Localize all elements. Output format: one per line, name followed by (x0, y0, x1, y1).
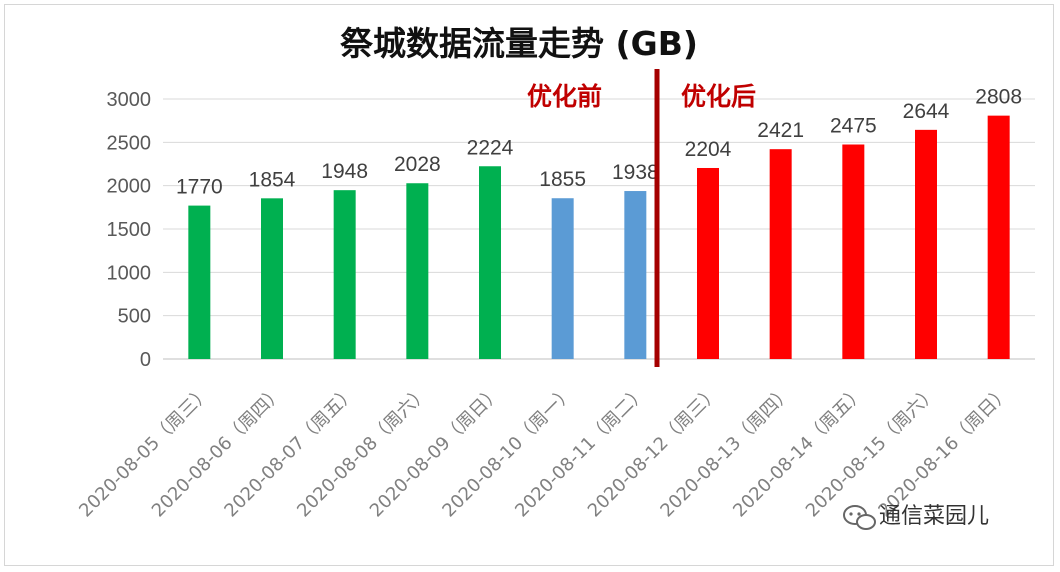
bars (188, 115, 1010, 359)
bar (697, 167, 719, 359)
data-label: 1948 (321, 160, 368, 183)
watermark: 通信菜园儿 (843, 504, 989, 530)
y-axis-ticks: 0 500 1000 1500 2000 2500 3000 (107, 89, 152, 371)
watermark-text: 通信菜园儿 (879, 504, 989, 529)
y-tick-label: 500 (118, 306, 151, 328)
data-label: 2224 (467, 136, 514, 159)
bar (406, 183, 429, 359)
data-label: 2028 (394, 153, 441, 176)
x-tick-label: 2020-08-13（周四） (656, 382, 796, 522)
x-tick-label: 2020-08-05（周三） (75, 382, 215, 522)
gridlines (163, 98, 1035, 360)
data-label: 2204 (685, 138, 732, 161)
wechat-icon (843, 505, 876, 530)
y-tick-label: 1500 (107, 219, 152, 241)
bar (551, 198, 574, 359)
data-labels: 1770 1854 1948 2028 2224 1855 1938 2204 2421 2475… (176, 86, 1022, 199)
data-label: 2475 (830, 115, 877, 138)
data-label: 2644 (903, 100, 950, 123)
x-tick-label: 2020-08-06（周四） (148, 382, 288, 522)
x-tick-label: 2020-08-07（周五） (220, 382, 360, 522)
y-tick-label: 2000 (107, 176, 152, 198)
bar (987, 115, 1010, 359)
y-tick-label: 1000 (107, 262, 152, 284)
x-axis-labels: 2020-08-05（周三）2020-08-06（周四）2020-08-07（周… (75, 382, 1014, 522)
y-tick-label: 2500 (107, 132, 152, 154)
annotation-before: 优化前 (527, 82, 602, 111)
annotation-after: 优化后 (681, 82, 756, 111)
x-tick-label: 2020-08-10（周一） (438, 382, 578, 522)
bar (624, 191, 647, 359)
bar (769, 149, 792, 359)
x-tick-label: 2020-08-14（周五） (729, 382, 869, 522)
bar (479, 166, 501, 359)
data-label: 1938 (612, 161, 659, 184)
data-label: 1854 (249, 168, 296, 191)
x-tick-label: 2020-08-15（周六） (802, 382, 942, 522)
chart-title: 祭城数据流量走势 (GB) (340, 24, 698, 63)
chart-frame: 祭城数据流量走势 (GB) 0 500 1000 1500 2000 2500 3000 1… (4, 4, 1054, 566)
x-tick-label: 2020-08-12（周三） (584, 382, 724, 522)
x-tick-label: 2020-08-09（周日） (366, 382, 506, 522)
bar (261, 198, 283, 359)
x-tick-label: 2020-08-11（周二） (511, 382, 651, 522)
bar (188, 205, 211, 359)
data-label: 1770 (176, 176, 223, 199)
bar-chart: 祭城数据流量走势 (GB) 0 500 1000 1500 2000 2500 3000 1… (75, 24, 1035, 530)
data-label: 2808 (975, 86, 1022, 109)
y-tick-label: 3000 (107, 89, 152, 111)
y-tick-label: 0 (140, 349, 151, 371)
x-tick-label: 2020-08-08（周六） (293, 382, 433, 522)
x-tick-label: 2020-08-16（周日） (874, 382, 1014, 522)
bar (333, 190, 356, 359)
bar (915, 129, 937, 359)
bar (842, 144, 865, 359)
data-label: 2421 (757, 119, 804, 142)
data-label: 1855 (539, 168, 586, 191)
